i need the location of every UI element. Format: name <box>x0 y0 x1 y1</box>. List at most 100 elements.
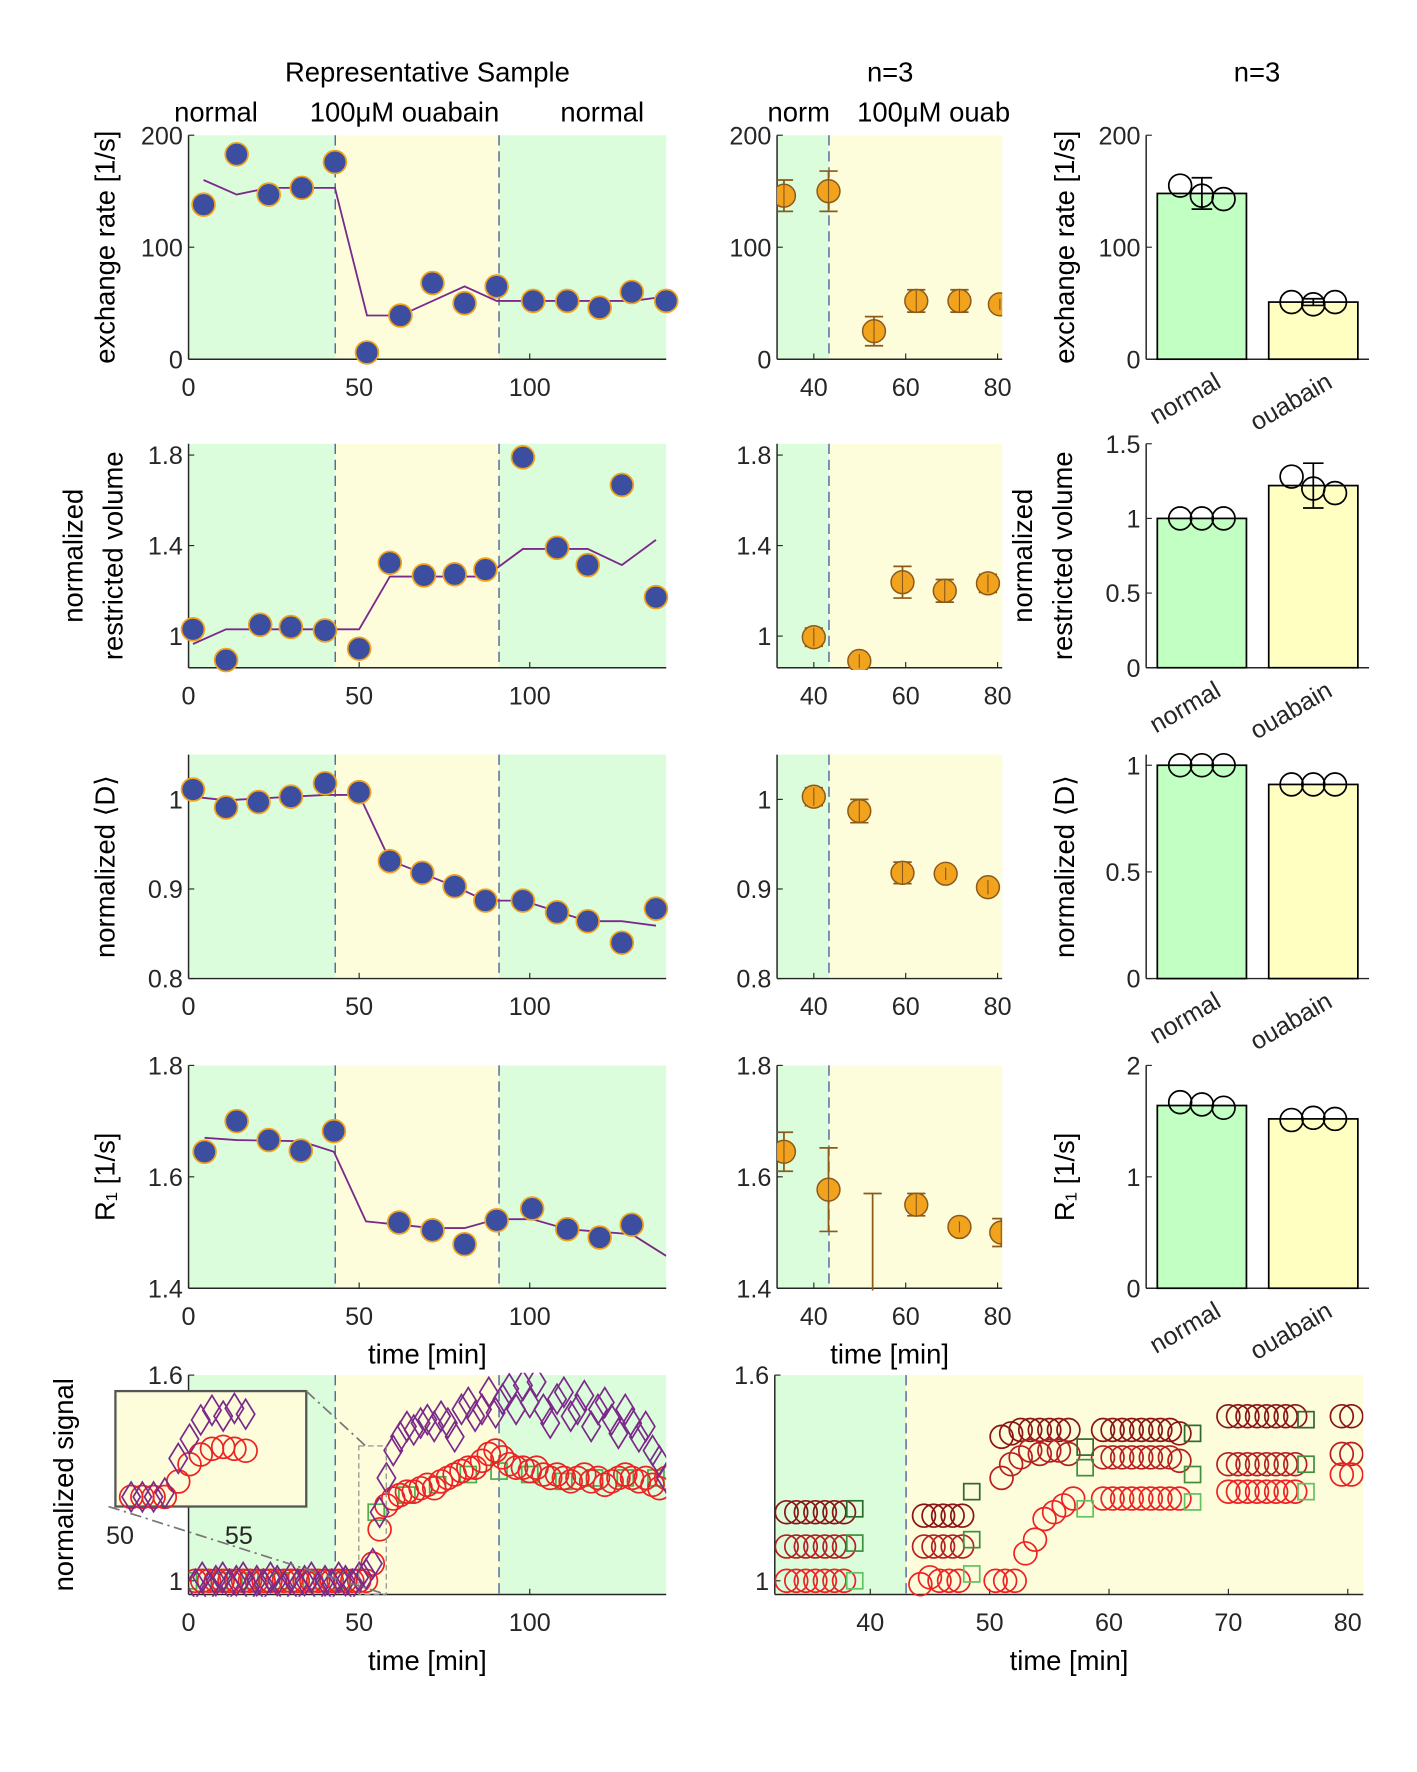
diamond-marker <box>478 1375 499 1409</box>
circle-marker <box>1282 1479 1308 1504</box>
square-marker <box>845 1534 864 1552</box>
circle-marker <box>1167 1486 1192 1511</box>
diamond-marker <box>615 1392 636 1426</box>
data-point <box>354 340 380 365</box>
data-point <box>278 614 304 640</box>
circle-marker <box>822 1499 847 1525</box>
circle-marker <box>1157 1445 1183 1470</box>
marks <box>774 1403 1364 1597</box>
y-tick-label: 1.4 <box>736 1275 771 1303</box>
circle-marker <box>1013 1541 1038 1566</box>
bar-normal <box>1156 517 1248 669</box>
circle-marker <box>1090 1417 1116 1443</box>
square-marker <box>1297 1455 1315 1474</box>
diamond-marker <box>342 1567 363 1597</box>
data-point <box>192 1139 217 1165</box>
circle-marker <box>1263 1479 1289 1504</box>
circle-marker <box>1216 1403 1241 1429</box>
data-point <box>180 777 206 802</box>
y-tick-label: 1.6 <box>736 1164 771 1192</box>
data-point <box>575 552 601 578</box>
category-label: ouabain <box>1245 987 1336 1056</box>
data-point <box>224 141 249 167</box>
x-tick-label: 50 <box>345 682 373 710</box>
y-tick-label: 0.8 <box>148 966 183 994</box>
square-marker <box>490 1462 508 1480</box>
y-tick-label: 1.6 <box>148 1362 183 1390</box>
phase-background-ouabain <box>335 443 500 668</box>
y-tick-label: 1 <box>1126 1164 1140 1192</box>
circle-marker <box>1032 1506 1057 1532</box>
sample-circle <box>1189 506 1215 531</box>
y-tick-label: 1.8 <box>736 1053 771 1081</box>
x-tick-label: 0 <box>182 374 196 402</box>
phase-background-normal <box>188 1065 336 1289</box>
phase-label-ouabain: 100μM ouabain <box>310 97 500 128</box>
y-tick-label: 1.8 <box>148 442 183 470</box>
x-tick-label: 80 <box>984 993 1012 1021</box>
data-point <box>609 930 635 956</box>
category-label: normal <box>1145 987 1226 1050</box>
diamond-marker <box>437 1406 459 1440</box>
x-tick-label: 80 <box>984 374 1012 402</box>
x-tick-label: 40 <box>800 374 828 402</box>
circle-marker <box>462 1455 488 1480</box>
circle-marker <box>196 1568 222 1594</box>
data-point <box>386 1210 412 1235</box>
x-axis-label: time [min] <box>368 1645 487 1676</box>
circle-marker <box>812 1568 838 1594</box>
sample-circle <box>1189 752 1215 778</box>
diamond-marker <box>485 1396 506 1430</box>
circle-marker <box>558 1469 583 1494</box>
mean-point <box>987 292 1003 317</box>
bar-normal <box>1156 192 1248 361</box>
x-axis-label: time [min] <box>830 1339 949 1370</box>
data-point <box>643 896 669 921</box>
circle-marker <box>812 1499 838 1525</box>
data-point <box>224 1108 249 1134</box>
x-tick-label: 70 <box>1214 1609 1242 1637</box>
y-tick-label: 1.4 <box>736 533 771 561</box>
diamond-marker <box>355 1557 377 1591</box>
circle-marker <box>606 1465 631 1491</box>
circle-marker <box>435 1465 461 1491</box>
panel-b3: 0.8 0.9 1 40 60 80 <box>736 754 1012 1021</box>
square-marker <box>962 1565 981 1583</box>
data-point <box>484 1207 509 1233</box>
circle-marker <box>1027 1441 1053 1467</box>
bar-normal <box>1156 1104 1248 1290</box>
circle-marker <box>1138 1486 1164 1511</box>
circle-marker <box>1008 1445 1033 1470</box>
square-marker <box>188 1571 198 1590</box>
bar-ouabain <box>1267 1118 1359 1290</box>
sample-circle <box>1279 289 1304 315</box>
circle-marker <box>456 1455 481 1480</box>
phase-background-ouabain <box>828 754 1003 979</box>
y-axis-label: normalized <box>57 489 88 623</box>
diamond-marker <box>280 1560 302 1594</box>
data-point <box>554 1216 580 1242</box>
circle-marker <box>1041 1499 1067 1525</box>
circle-marker <box>428 1469 454 1494</box>
circle-marker <box>1148 1486 1173 1511</box>
x-tick-label: 100 <box>509 1303 551 1331</box>
data-point <box>544 899 570 925</box>
sample-circle <box>1322 1106 1348 1132</box>
data-point <box>643 584 669 610</box>
category-label: ouabain <box>1245 368 1336 437</box>
x-tick-label: 50 <box>345 1609 373 1637</box>
marks <box>801 784 1001 900</box>
circle-marker <box>578 1469 604 1494</box>
x-tick-label: 40 <box>800 682 828 710</box>
zoom-connector <box>305 1390 367 1447</box>
inset-diamond-marker <box>224 1391 245 1425</box>
data-point <box>420 270 445 296</box>
circle-marker <box>1167 1448 1192 1474</box>
x-tick-label: 60 <box>892 374 920 402</box>
x-tick-label: 50 <box>345 1303 373 1331</box>
bar-ouabain <box>1267 783 1359 980</box>
circle-marker <box>1128 1486 1154 1511</box>
circle-marker <box>1254 1479 1279 1504</box>
circle-marker <box>831 1534 857 1559</box>
